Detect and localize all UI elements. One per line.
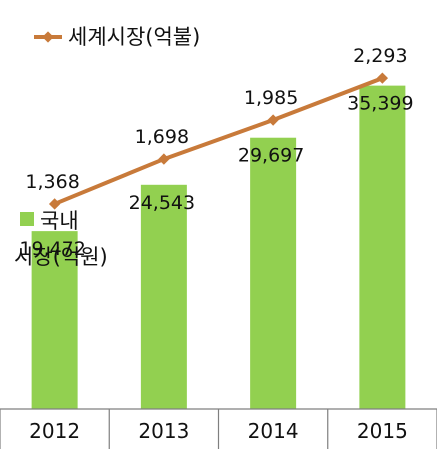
line-path	[53, 76, 384, 206]
bar-series	[31, 85, 406, 409]
line-value-label-2014: 1,985	[244, 87, 298, 109]
x-tick-label-2012: 2012	[29, 419, 80, 443]
legend-bar-swatch	[20, 212, 34, 226]
bar-2012	[31, 231, 78, 409]
x-tick-label-2013: 2013	[138, 419, 189, 443]
legend-bar-label-line2: 시장(억원)	[14, 245, 108, 269]
x-axis-labels: 2012 2013 2014 2015	[29, 419, 408, 443]
line-value-label-2015: 2,293	[353, 45, 407, 67]
x-tick-label-2015: 2015	[357, 419, 408, 443]
line-series	[48, 72, 389, 210]
line-value-label-2013: 1,698	[135, 126, 189, 148]
line-value-label-2012: 1,368	[25, 171, 79, 193]
legend-bar-series: 국내 시장(억원)	[14, 209, 108, 269]
legend-line-marker	[42, 31, 54, 43]
line-point-2014	[267, 114, 279, 126]
x-tick-label-2014: 2014	[248, 419, 299, 443]
legend-line-label: 세계시장(억불)	[68, 25, 200, 49]
bar-value-labels: 19,472 24,543 29,697 35,399	[19, 93, 413, 260]
bar-2014	[250, 137, 297, 409]
bar-value-label-2014: 29,697	[238, 145, 304, 167]
bar-value-label-2012: 19,472	[19, 238, 85, 260]
bar-value-label-2015: 35,399	[347, 93, 413, 115]
bar-2015	[359, 85, 406, 409]
legend-bar-label-line1: 국내	[40, 209, 79, 233]
line-value-labels: 1,368 1,698 1,985 2,293	[25, 45, 407, 193]
line-point-2013	[158, 153, 170, 165]
bar-value-label-2013: 24,543	[129, 192, 195, 214]
bar-2013	[140, 184, 187, 409]
legend-line-series: 세계시장(억불)	[34, 25, 200, 49]
line-point-2012	[48, 198, 61, 210]
line-point-2015	[376, 72, 389, 84]
x-axis-ticks	[0, 409, 437, 449]
